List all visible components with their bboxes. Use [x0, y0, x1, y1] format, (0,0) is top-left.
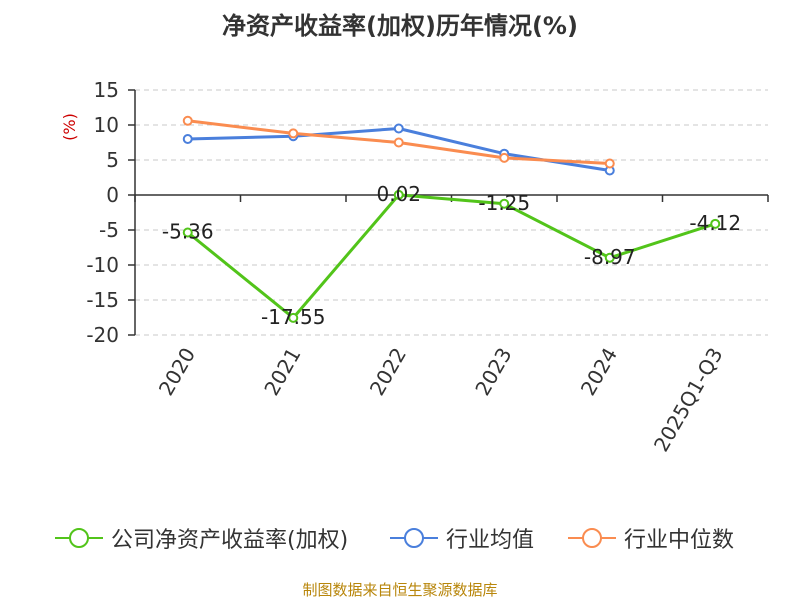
x-tick-label: 2025Q1-Q3 [649, 344, 728, 456]
legend-line-circle-icon [568, 528, 616, 548]
legend-item-company[interactable]: 公司净资产收益率(加权) [55, 518, 348, 558]
y-tick-label: 0 [106, 183, 119, 207]
data-point [499, 198, 510, 209]
data-label: -1.25 [478, 191, 530, 215]
data-label: -8.97 [584, 245, 636, 269]
legend-item-industry-median[interactable]: 行业中位数 [568, 518, 734, 558]
legend-label: 公司净资产收益率(加权) [111, 528, 349, 553]
x-axis: 2020 2021 2022 2023 2024 2025Q1-Q3 [134, 194, 769, 456]
series-group: -5.36 -17.55 0.02 -1.25 -8.97 -4.12 [162, 115, 741, 329]
data-point [182, 134, 193, 144]
y-tick-label: -20 [86, 323, 119, 347]
data-point [604, 158, 615, 169]
y-tick-label: 10 [94, 113, 119, 137]
data-label: -5.36 [162, 220, 214, 244]
data-point [288, 128, 299, 139]
y-axis: 15 10 5 0 -5 -10 -15 -20 [86, 78, 136, 347]
data-point [393, 137, 404, 148]
data-label: -4.12 [689, 211, 741, 235]
y-tick-label: -10 [86, 253, 119, 277]
data-point [499, 152, 510, 163]
legend-item-industry-mean[interactable]: 行业均值 [390, 518, 534, 558]
x-tick-label: 2023 [470, 344, 516, 400]
data-point [182, 115, 193, 126]
legend-line-circle-icon [55, 528, 103, 548]
y-tick-label: -5 [99, 218, 119, 242]
y-tick-label: 5 [106, 148, 119, 172]
x-tick-label: 2021 [259, 344, 305, 400]
series-line [187, 127, 610, 172]
legend-line-circle-icon [390, 528, 438, 548]
data-point [182, 227, 193, 238]
chart-title: 净资产收益率(加权)历年情况(%) [222, 12, 578, 40]
legend-label: 行业均值 [446, 528, 535, 553]
data-point [288, 312, 299, 323]
y-axis-label: (%) [60, 113, 79, 141]
legend: 公司净资产收益率(加权) 行业均值 行业中位数 [0, 518, 800, 558]
x-tick-label: 2022 [365, 344, 411, 400]
y-tick-label: -15 [86, 288, 119, 312]
data-label: -17.55 [261, 305, 325, 329]
data-source-note: 制图数据来自恒生聚源数据库 [302, 581, 498, 599]
y-tick-label: 15 [94, 78, 119, 102]
data-label: 0.02 [376, 182, 421, 206]
x-tick-label: 2024 [576, 344, 622, 400]
data-point [393, 189, 404, 200]
grid-lines [135, 89, 768, 336]
x-tick-label: 2020 [154, 344, 200, 400]
data-point [393, 123, 404, 134]
legend-label: 行业中位数 [624, 528, 735, 553]
series-line [186, 193, 716, 320]
data-point [710, 218, 721, 229]
data-point [604, 252, 615, 263]
